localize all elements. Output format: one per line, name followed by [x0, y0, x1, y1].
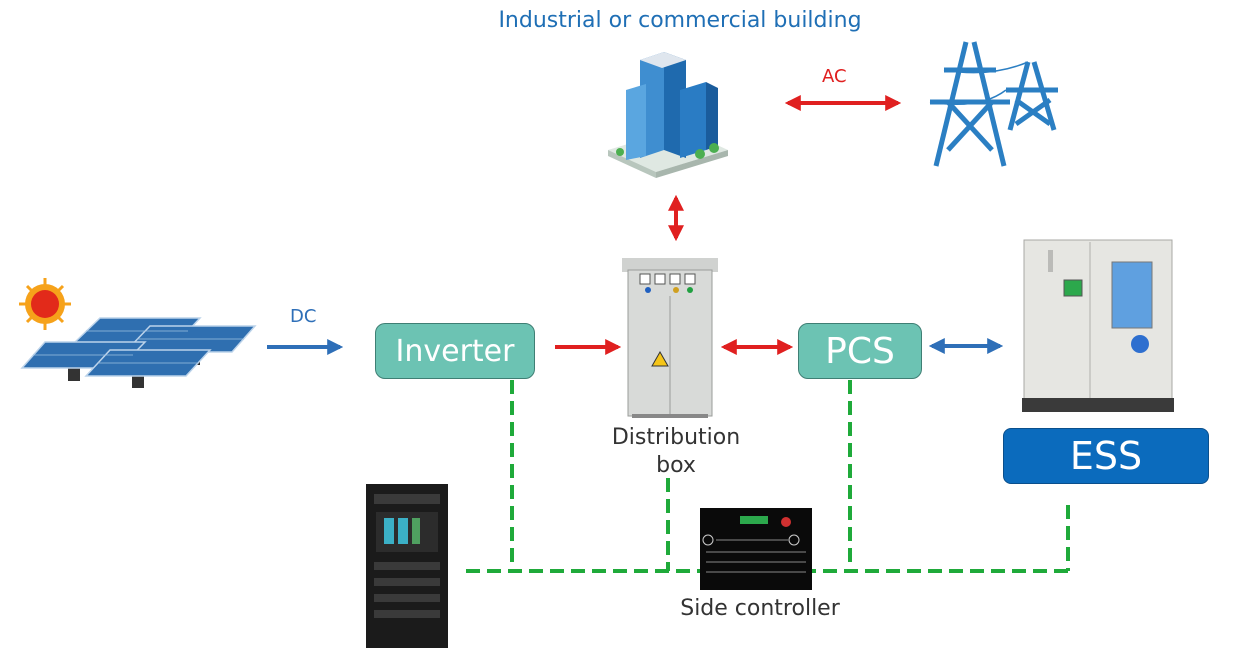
sun-icon [19, 278, 71, 330]
server-rack-icon [366, 484, 448, 648]
solar-panel-icon [20, 317, 257, 388]
ac-label: AC [822, 66, 847, 87]
ess-label: ESS [1069, 434, 1143, 478]
pcs-label: PCS [825, 330, 895, 372]
ess-node: ESS [1003, 428, 1209, 484]
diagram-title: Industrial or commercial building [498, 8, 862, 33]
power-tower-icon [929, 41, 1058, 167]
side-controller-label: Side controller [680, 596, 840, 621]
ess-cabinet-icon [1022, 239, 1174, 412]
office-building-icon [608, 52, 728, 178]
distribution-label-line1: Distribution [611, 425, 741, 450]
distribution-label-line2: box [656, 453, 696, 478]
distribution-box-icon [622, 258, 718, 418]
controller-screen-icon [700, 508, 812, 590]
pcs-node: PCS [798, 323, 922, 379]
distribution-box-label: Distribution box [576, 424, 776, 480]
dc-label: DC [290, 306, 317, 327]
inverter-node: Inverter [375, 323, 535, 379]
inverter-label: Inverter [395, 333, 515, 369]
